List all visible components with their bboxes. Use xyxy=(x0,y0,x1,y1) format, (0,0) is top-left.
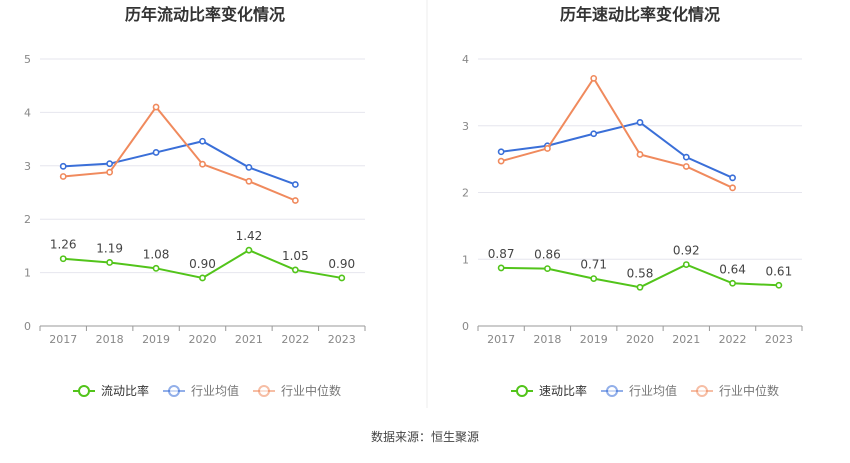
series-line-3 xyxy=(500,76,733,189)
data-point xyxy=(152,149,160,156)
data-label: 1.42 xyxy=(236,229,263,243)
x-tick-label: 2020 xyxy=(189,333,217,346)
x-tick-label: 2017 xyxy=(49,333,77,346)
data-point xyxy=(590,74,598,82)
data-label: 0.86 xyxy=(534,248,561,262)
data-point xyxy=(636,119,644,126)
legend-label: 行业中位数 xyxy=(719,383,779,398)
data-point xyxy=(59,162,67,170)
x-tick-label: 2020 xyxy=(626,333,654,346)
data-point xyxy=(497,157,505,165)
data-point xyxy=(291,197,299,204)
data-label: 0.61 xyxy=(765,264,792,278)
series-line-2 xyxy=(501,121,733,179)
y-tick-label: 1 xyxy=(462,253,469,266)
data-point xyxy=(291,266,299,274)
data-point xyxy=(544,145,551,152)
data-point xyxy=(106,160,114,168)
x-tick-label: 2017 xyxy=(487,333,515,346)
data-point xyxy=(775,281,783,289)
data-point xyxy=(245,246,253,254)
data-label: 1.19 xyxy=(96,241,123,255)
legend-swatch-marker xyxy=(696,385,708,397)
chart-title-2: 历年速动比率变化情况 xyxy=(560,5,720,24)
data-point xyxy=(199,160,206,168)
data-label: 0.58 xyxy=(627,266,654,280)
x-tick-label: 2022 xyxy=(281,333,309,346)
x-tick-label: 2023 xyxy=(328,333,356,346)
data-point xyxy=(59,173,67,180)
data-label: 1.08 xyxy=(143,247,170,261)
legend-label: 行业均值 xyxy=(191,383,239,398)
source-note: 数据来源：恒生聚源 xyxy=(370,430,479,444)
x-tick-label: 2018 xyxy=(533,333,561,346)
series-line-2 xyxy=(63,140,296,186)
legend-label: 流动比率 xyxy=(101,383,149,398)
y-tick-label: 3 xyxy=(462,120,469,133)
data-point xyxy=(497,148,505,156)
data-label: 1.05 xyxy=(282,249,309,263)
legend-swatch-marker xyxy=(168,385,180,397)
y-tick-label: 4 xyxy=(462,53,469,66)
data-point xyxy=(636,151,644,158)
data-point xyxy=(682,261,690,268)
data-point xyxy=(682,153,690,161)
data-point xyxy=(199,137,206,145)
data-point xyxy=(682,163,690,170)
data-point xyxy=(106,259,114,266)
data-label: 1.26 xyxy=(50,238,77,252)
data-label: 0.87 xyxy=(488,247,515,261)
data-point xyxy=(152,264,160,272)
data-point xyxy=(590,130,598,138)
y-tick-label: 4 xyxy=(24,106,31,119)
data-label: 0.64 xyxy=(719,262,746,276)
data-point xyxy=(729,184,736,192)
legend-label: 行业均值 xyxy=(629,383,677,398)
x-tick-label: 2021 xyxy=(672,333,700,346)
data-point xyxy=(590,275,598,283)
data-label: 0.92 xyxy=(673,244,700,258)
legend-label: 行业中位数 xyxy=(281,383,341,398)
series-line-3 xyxy=(63,105,296,202)
data-point xyxy=(199,274,206,282)
y-tick-label: 3 xyxy=(24,160,31,173)
x-tick-label: 2021 xyxy=(235,333,263,346)
legend-label: 速动比率 xyxy=(539,383,587,398)
legend-swatch-marker xyxy=(258,385,270,397)
data-point xyxy=(245,164,253,171)
y-tick-label: 0 xyxy=(462,320,469,333)
data-point xyxy=(152,103,160,111)
data-point xyxy=(729,279,736,287)
data-point xyxy=(245,177,253,185)
x-tick-label: 2018 xyxy=(96,333,124,346)
legend-swatch-marker xyxy=(516,385,528,397)
chart-title-1: 历年流动比率变化情况 xyxy=(125,5,285,24)
y-tick-label: 2 xyxy=(462,187,469,200)
legend-swatch-marker xyxy=(78,385,90,397)
y-tick-label: 0 xyxy=(24,320,31,333)
data-point xyxy=(338,274,346,282)
x-tick-label: 2019 xyxy=(142,333,170,346)
x-tick-label: 2019 xyxy=(580,333,608,346)
data-point xyxy=(291,181,299,188)
data-point xyxy=(59,255,67,263)
data-point xyxy=(729,174,736,182)
data-point xyxy=(636,283,644,291)
y-tick-label: 1 xyxy=(24,267,31,280)
data-label: 0.71 xyxy=(580,258,607,272)
data-label: 0.90 xyxy=(189,257,216,271)
data-label: 0.90 xyxy=(328,257,355,271)
data-point xyxy=(106,168,114,176)
x-tick-label: 2023 xyxy=(765,333,793,346)
data-point xyxy=(544,265,551,272)
y-tick-label: 5 xyxy=(24,53,31,66)
legend-swatch-marker xyxy=(606,385,618,397)
data-point xyxy=(497,264,505,272)
y-tick-label: 2 xyxy=(24,213,31,226)
x-tick-label: 2022 xyxy=(719,333,747,346)
